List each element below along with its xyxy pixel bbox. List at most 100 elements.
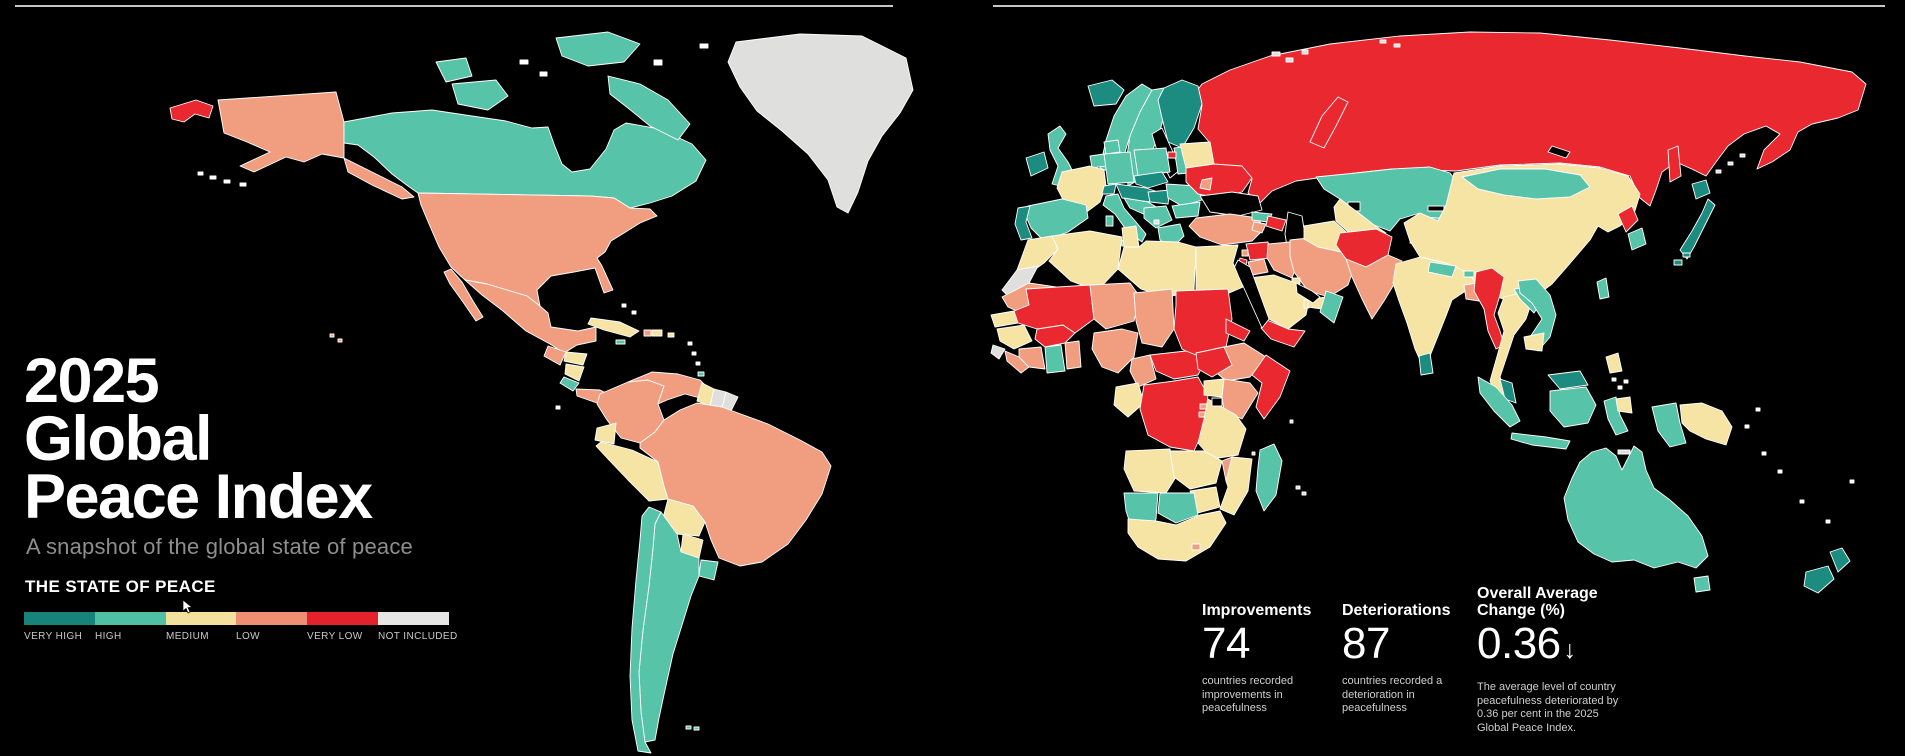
- japan-honshu: [1679, 198, 1716, 260]
- legend-swatch-high: [95, 612, 166, 625]
- lesser-antilles-specks: [687, 341, 701, 366]
- novaya-zemlya: [1309, 96, 1349, 149]
- stat-improvements: Improvements 74 countries recorded impro…: [1202, 584, 1320, 716]
- top-rule-left: [15, 5, 893, 7]
- legend-label-medium: MEDIUM: [166, 631, 209, 642]
- stat-deteriorations: Deteriorations 87 countries recorded a d…: [1342, 584, 1464, 716]
- falkland-islands: [685, 725, 700, 731]
- country-peru: [595, 441, 669, 502]
- galapagos-speck: [555, 405, 561, 410]
- hawaii-specks: [329, 333, 343, 343]
- country-south-korea: [1627, 227, 1647, 251]
- philippines-luzon: [1605, 352, 1623, 374]
- country-senegal: [990, 310, 1019, 328]
- serbia-cluster: [1143, 205, 1173, 229]
- persian-gulf: [1295, 282, 1321, 304]
- legend-item-not-included: NOT INCLUDED: [378, 612, 458, 642]
- country-lebanon: [1241, 249, 1249, 257]
- country-botswana: [1157, 492, 1199, 524]
- indonesia-java: [1510, 432, 1571, 450]
- country-alaska: [217, 91, 345, 173]
- country-liberia: [1004, 350, 1030, 374]
- country-switzerland: [1101, 183, 1117, 195]
- indonesia-sulawesi: [1603, 396, 1629, 436]
- country-pakistan: [1345, 254, 1403, 320]
- country-angola: [1123, 448, 1177, 494]
- stat-deteriorations-value: 87: [1342, 619, 1390, 668]
- tasmania: [1693, 575, 1711, 593]
- philippines-mindanao: [1615, 396, 1633, 414]
- canada-banks-island: [435, 57, 473, 83]
- country-hungary: [1147, 189, 1171, 205]
- benelux: [1089, 153, 1107, 169]
- sardinia: [1105, 215, 1114, 227]
- canada-ellesmere-island: [555, 31, 641, 67]
- country-central-african-republic: [1149, 350, 1207, 380]
- country-cambodia: [1523, 332, 1545, 352]
- country-uganda: [1203, 378, 1225, 398]
- legend-label-high: HIGH: [95, 631, 122, 642]
- lake-victoria: [1211, 397, 1223, 407]
- middle-east-map: [1188, 211, 1357, 348]
- legend-item-high: HIGH: [95, 612, 166, 642]
- country-madagascar: [1255, 443, 1283, 512]
- japan-hokkaido: [1691, 179, 1711, 200]
- country-chukotka-wrap: [169, 99, 214, 123]
- malaysia-peninsula: [1499, 378, 1517, 404]
- country-kenya: [1221, 378, 1259, 420]
- legend-label-very-low: VERY LOW: [307, 631, 363, 642]
- country-uruguay: [698, 559, 719, 581]
- stat-overall-change: Overall Average Change (%) 0.36 ↓ The ave…: [1477, 584, 1619, 735]
- stat-overall-change-number: 0.36: [1477, 619, 1561, 668]
- country-chad: [1133, 288, 1175, 348]
- country-bulgaria: [1171, 201, 1201, 219]
- legend-swatch-very-high: [24, 612, 95, 625]
- country-finland: [1157, 79, 1203, 149]
- country-iceland: [1087, 79, 1125, 107]
- country-mongolia: [1461, 168, 1591, 200]
- page-title: 2025 Global Peace Index: [24, 350, 373, 532]
- country-lesotho: [1191, 543, 1201, 551]
- timor: [1617, 449, 1631, 455]
- legend-label-very-high: VERY HIGH: [24, 631, 83, 642]
- stat-overall-change-note: The average level of country peacefulnes…: [1477, 681, 1619, 734]
- country-poland: [1133, 147, 1171, 177]
- indonesia-kalimantan: [1549, 386, 1597, 428]
- lake-balkhash: [1427, 205, 1445, 212]
- country-taiwan: [1596, 277, 1610, 300]
- country-vietnam: [1517, 278, 1557, 352]
- country-ukraine: [1185, 163, 1253, 199]
- country-guatemala: [543, 345, 567, 366]
- title-line-3: Peace Index: [24, 462, 373, 532]
- puerto-rico: [667, 332, 675, 338]
- legend-label-not-included: NOT INCLUDED: [378, 631, 458, 642]
- kaliningrad: [1167, 151, 1177, 159]
- country-guinea: [996, 324, 1033, 350]
- philippines-specks: [1611, 377, 1629, 390]
- country-cameroon: [1129, 354, 1157, 388]
- legend-heading: THE STATE OF PEACE: [25, 577, 216, 596]
- country-south-sudan: [1195, 346, 1233, 378]
- country-nepal: [1427, 261, 1457, 278]
- czech-slovakia: [1133, 171, 1169, 189]
- japan-kyushu-shikoku: [1673, 252, 1691, 266]
- country-germany: [1103, 151, 1135, 185]
- legend-item-very-high: VERY HIGH: [24, 612, 95, 642]
- country-ivory-coast: [1018, 346, 1046, 370]
- country-niger: [1089, 282, 1141, 330]
- mexico-baja: [443, 268, 484, 322]
- gabon-congo: [1113, 382, 1145, 418]
- togo-benin: [1064, 340, 1082, 370]
- country-sierra-leone: [990, 344, 1006, 360]
- country-eritrea: [1225, 318, 1251, 342]
- legend-swatch-very-low: [307, 612, 378, 625]
- stat-improvements-value: 74: [1202, 619, 1250, 668]
- legend-label-low: LOW: [236, 631, 260, 642]
- indonesia-west-papua: [1651, 402, 1687, 448]
- country-north-korea: [1617, 205, 1639, 233]
- country-usa: [417, 192, 658, 307]
- country-cuba: [587, 317, 640, 338]
- country-drc: [1139, 376, 1209, 452]
